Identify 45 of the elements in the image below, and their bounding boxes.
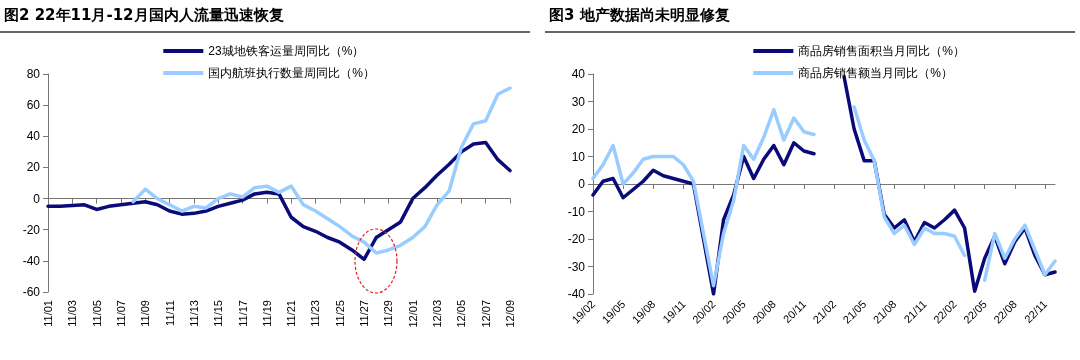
x-tick-label: 11/13 (187, 300, 200, 327)
line-series (131, 86, 512, 255)
y-tick-label: 20 (571, 122, 586, 136)
legend-label: 国内航班执行数量周同比（%） (208, 66, 375, 80)
line-series (46, 140, 512, 262)
legend-label: 商品房销售额当月同比（%） (798, 66, 953, 80)
chart-title: 图2 22年11月-12月国内人流量迅速恢复 (4, 6, 284, 25)
legend-label: 23城地铁客运量周同比（%） (208, 44, 365, 58)
y-tick-label: 60 (26, 98, 41, 113)
y-tick-label: -20 (22, 222, 41, 237)
legend-label: 商品房销售面积当月同比（%） (798, 44, 965, 58)
x-tick-label: 12/05 (455, 300, 468, 328)
x-tick-label: 12/01 (406, 300, 419, 328)
y-tick-label: 20 (26, 160, 41, 175)
chart-title: 图3 地产数据尚未明显修复 (549, 6, 730, 25)
y-tick-label: 40 (26, 129, 41, 144)
x-tick-label: 11/15 (212, 300, 225, 327)
x-tick-label: 11/11 (163, 300, 176, 326)
y-tick-label: -10 (567, 204, 586, 219)
y-tick-label: 80 (26, 67, 41, 81)
x-tick-label: 11/07 (114, 300, 127, 327)
x-tick-label: 11/17 (236, 300, 249, 327)
x-tick-label: 11/25 (333, 300, 346, 327)
x-tick-label: 11/03 (66, 300, 79, 327)
y-tick-label: -40 (567, 287, 586, 301)
x-tick-label: 12/07 (479, 300, 492, 328)
x-tick-label: 12/09 (504, 300, 516, 328)
y-tick-label: 30 (571, 94, 586, 109)
x-tick-label: 11/27 (358, 300, 371, 327)
x-tick-label: 11/21 (285, 300, 298, 327)
x-tick-label: 12/03 (431, 300, 444, 328)
y-tick-label: 0 (578, 177, 586, 191)
x-tick-label: 11/09 (139, 300, 152, 327)
y-tick-label: 40 (571, 67, 586, 81)
y-tick-label: -40 (22, 253, 41, 268)
x-tick-label: 11/23 (309, 300, 322, 327)
x-tick-label: 11/29 (382, 300, 395, 327)
y-tick-label: 0 (33, 191, 41, 206)
x-tick-label: 11/05 (90, 300, 103, 327)
y-tick-label: -20 (567, 232, 586, 246)
x-tick-label: 11/19 (260, 300, 273, 327)
y-tick-label: -30 (567, 259, 586, 274)
y-tick-label: 10 (571, 149, 586, 164)
x-tick-label: 11/01 (42, 300, 54, 327)
y-tick-label: -60 (22, 285, 41, 299)
